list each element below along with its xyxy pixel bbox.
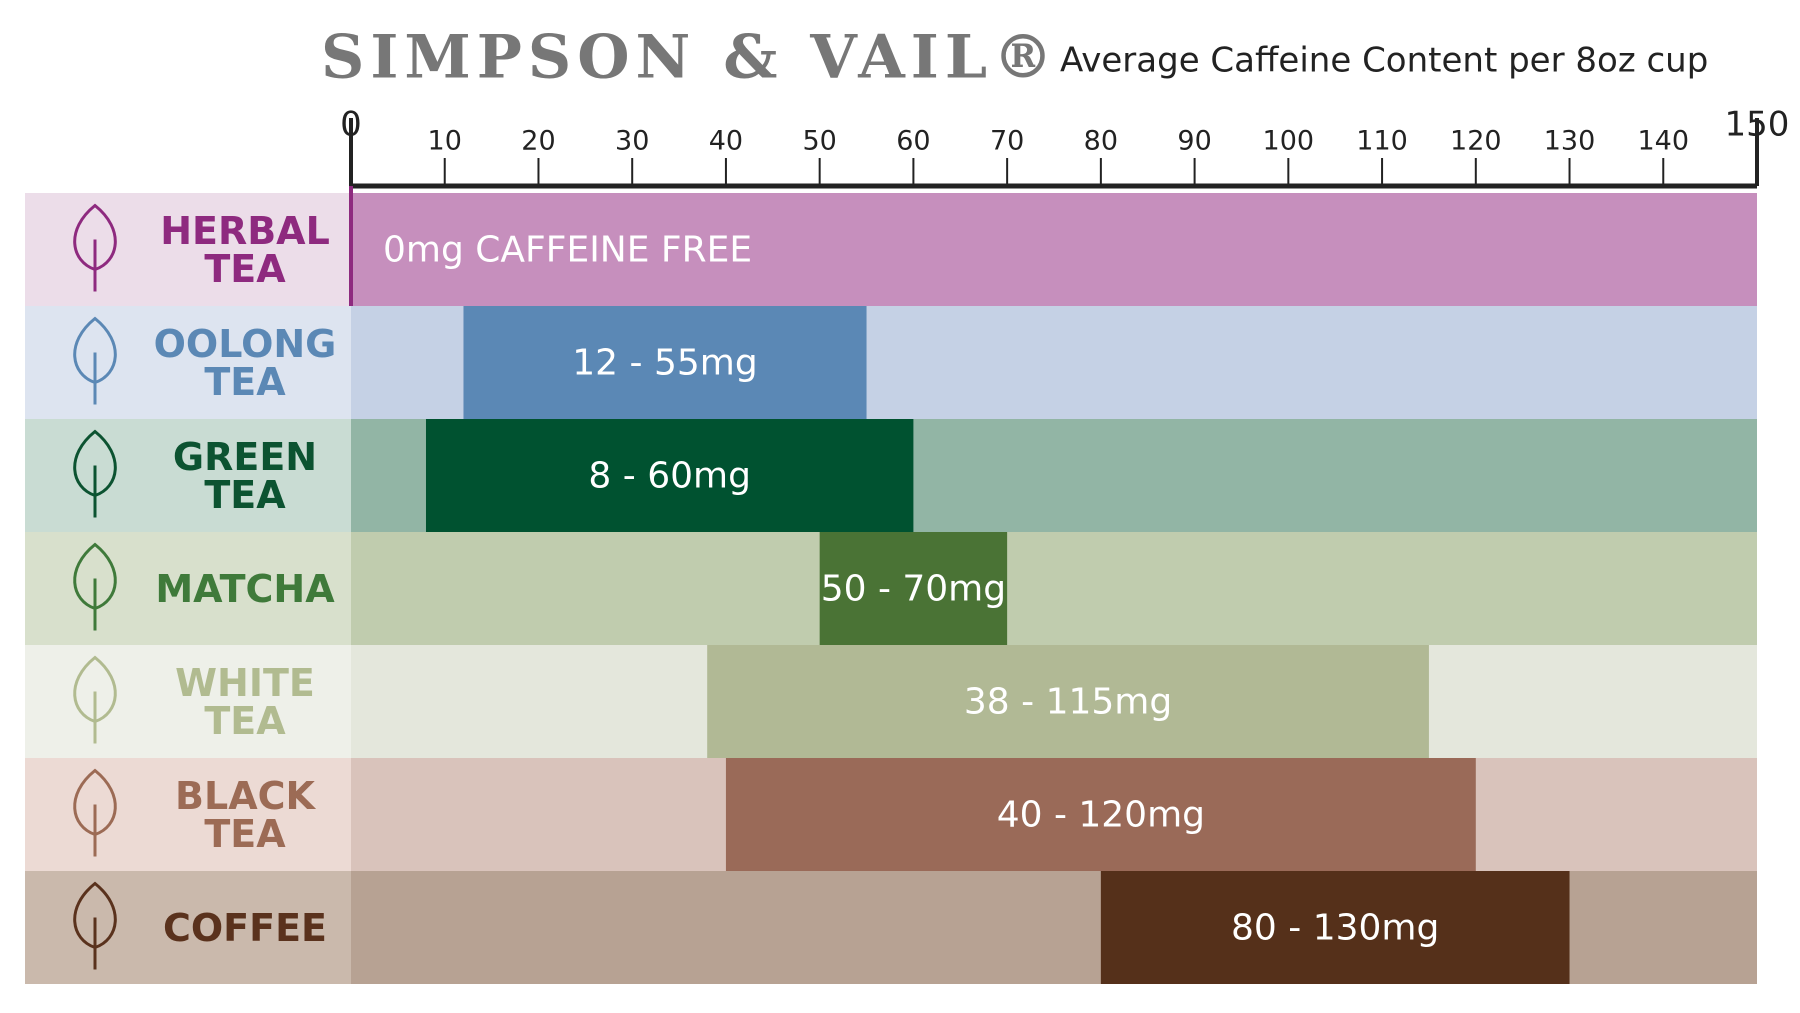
value-label: 38 - 115mg	[964, 682, 1172, 723]
category-label: COFFEE	[162, 905, 328, 950]
x-tick-label: 100	[1263, 126, 1315, 157]
x-tick-label: 130	[1544, 126, 1596, 157]
range-bar	[725, 758, 1476, 871]
label-panel	[25, 645, 351, 758]
x-tick-label: 120	[1450, 126, 1502, 157]
x-tick-label: 40	[709, 126, 743, 157]
value-label: 80 - 130mg	[1231, 908, 1439, 949]
range-bar	[1100, 871, 1570, 984]
label-panel	[25, 871, 351, 984]
category-icon	[73, 429, 117, 518]
category-label: MATCHA	[155, 566, 335, 611]
x-tick-label: 140	[1637, 126, 1689, 157]
range-bar	[463, 306, 867, 419]
category-label: GREEN TEA	[172, 434, 318, 517]
x-tick-label: 0	[340, 105, 362, 145]
range-bar	[707, 645, 1429, 758]
x-tick-label: 150	[1725, 105, 1790, 145]
label-panel	[25, 306, 351, 419]
brand-title: SIMPSON & VAIL®	[321, 23, 1059, 93]
value-label: 8 - 60mg	[588, 456, 751, 497]
value-label: 12 - 55mg	[572, 343, 757, 384]
category-icon	[73, 316, 117, 405]
category-icon	[73, 542, 117, 631]
label-panel	[25, 419, 351, 532]
x-tick-label: 110	[1356, 126, 1408, 157]
label-panel	[25, 532, 351, 645]
value-label: 40 - 120mg	[997, 795, 1205, 836]
subtitle: Average Caffeine Content per 8oz cup	[1060, 41, 1708, 81]
x-tick-label: 50	[802, 126, 836, 157]
value-label: 50 - 70mg	[821, 569, 1006, 610]
category-icon	[73, 655, 117, 744]
category-label: WHITE TEA	[175, 660, 315, 743]
category-label: BLACK TEA	[175, 773, 315, 856]
x-tick-label: 90	[1177, 126, 1211, 157]
category-icon	[73, 768, 117, 857]
label-panel	[25, 193, 351, 306]
x-tick-label: 60	[896, 126, 930, 157]
category-label: OOLONG TEA	[153, 321, 337, 404]
category-icon	[73, 203, 117, 292]
x-tick-label: 70	[990, 126, 1024, 157]
x-tick-label: 80	[1084, 126, 1118, 157]
category-label: HERBAL TEA	[160, 208, 330, 291]
x-tick-label: 30	[615, 126, 649, 157]
row-background	[351, 532, 1757, 645]
category-icon	[73, 881, 117, 970]
range-bar	[425, 419, 914, 532]
range-bar	[819, 532, 1008, 645]
x-tick-label: 10	[428, 126, 462, 157]
label-panel	[25, 758, 351, 871]
x-tick-label: 20	[521, 126, 555, 157]
row-background	[351, 193, 1757, 306]
value-label: 0mg CAFFEINE FREE	[383, 230, 752, 271]
